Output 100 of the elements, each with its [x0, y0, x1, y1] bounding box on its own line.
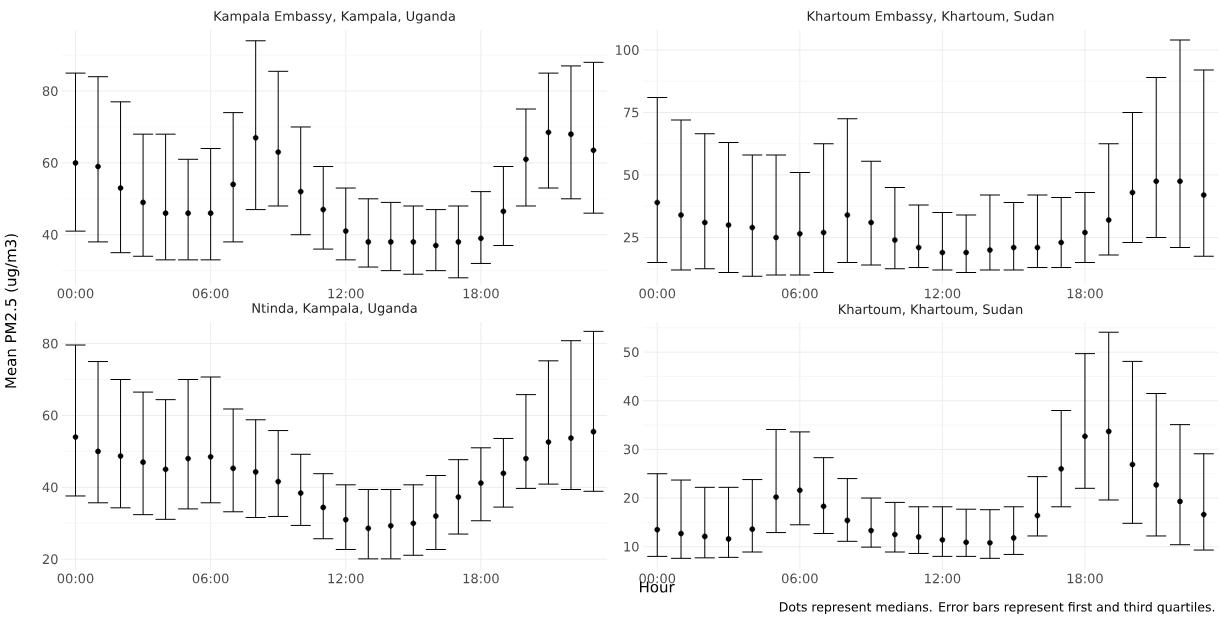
point [568, 131, 574, 137]
point [654, 199, 661, 206]
point [162, 466, 169, 473]
y-tick-label: 20 [42, 554, 58, 565]
point [868, 527, 874, 534]
point [892, 237, 898, 243]
point [963, 249, 969, 256]
x-tick-label: 06:00 [781, 573, 818, 584]
point [207, 210, 214, 216]
point [820, 229, 827, 236]
point [590, 428, 597, 435]
point [892, 531, 898, 538]
point [1153, 178, 1160, 185]
y-tick-label: 25 [623, 232, 639, 243]
x-tick-label: 18:00 [1067, 288, 1103, 299]
point [342, 228, 349, 234]
point [868, 219, 874, 226]
point [252, 469, 259, 475]
point [590, 147, 597, 154]
point [678, 212, 684, 218]
point [140, 459, 146, 465]
point [500, 208, 507, 215]
point [252, 134, 259, 141]
x-tick-label: 06:00 [781, 288, 818, 299]
point [410, 239, 417, 245]
point [1034, 244, 1041, 251]
point [1200, 192, 1207, 198]
point [797, 487, 803, 494]
x-tick-label: 12:00 [925, 573, 961, 584]
point [1058, 466, 1064, 472]
point [1105, 217, 1112, 223]
x-tick-label: 06:00 [192, 573, 229, 584]
point [342, 516, 349, 523]
point [1082, 433, 1088, 440]
x-tick-label: 12:00 [328, 573, 364, 584]
point [275, 149, 281, 155]
y-tick-label: 75 [624, 107, 639, 118]
point [844, 517, 851, 524]
point [388, 522, 394, 529]
point [455, 239, 462, 245]
point [478, 235, 484, 242]
point [749, 224, 756, 231]
y-tick-label: 40 [623, 395, 639, 406]
point [1177, 498, 1183, 505]
point [701, 533, 708, 540]
chart-title: Kampala Embassy, Kampala, Uganda [214, 10, 455, 24]
point [433, 242, 439, 249]
point [388, 239, 394, 245]
point [185, 455, 191, 462]
y-tick-label: 20 [623, 493, 639, 503]
point [1010, 535, 1017, 541]
point [939, 249, 946, 256]
point [275, 478, 281, 485]
point [987, 539, 993, 546]
y-tick-label: 50 [623, 170, 639, 180]
point [455, 494, 462, 500]
point [72, 434, 79, 440]
point [915, 534, 922, 540]
point [545, 439, 552, 445]
point [320, 504, 327, 511]
point [1010, 244, 1017, 251]
point [654, 526, 661, 533]
x-tick-label: 18:00 [463, 573, 499, 584]
point [230, 181, 236, 188]
point [939, 537, 946, 543]
point [433, 513, 439, 519]
point [1129, 461, 1136, 468]
point [1177, 178, 1183, 185]
point [1082, 229, 1088, 236]
point [773, 494, 779, 500]
point [365, 239, 372, 245]
y-tick-label: 50 [623, 347, 639, 358]
y-tick-label: 80 [42, 86, 58, 96]
point [523, 156, 529, 163]
point [320, 206, 327, 213]
point [963, 539, 969, 546]
y-tick-label: 100 [616, 45, 639, 55]
x-tick-label: 18:00 [1067, 573, 1103, 584]
point [1153, 482, 1160, 488]
y-tick-label: 80 [42, 338, 58, 349]
point [701, 219, 708, 226]
point [568, 435, 574, 441]
point [797, 230, 803, 237]
point [95, 448, 101, 455]
y-tick-label: 10 [624, 541, 639, 552]
point [117, 453, 124, 459]
y-tick-label: 40 [42, 482, 58, 493]
chart-title: Khartoum, Khartoum, Sudan [839, 304, 1023, 316]
chart-title: Ntinda, Kampala, Uganda [252, 302, 417, 316]
point [140, 199, 146, 206]
point [1200, 511, 1207, 518]
x-tick-label: 12:00 [925, 288, 961, 299]
point [297, 490, 304, 496]
point [410, 520, 417, 527]
point [749, 526, 756, 532]
y-tick-label: 40 [42, 229, 58, 240]
point [820, 503, 827, 510]
point [725, 536, 732, 542]
point [773, 234, 779, 241]
point [297, 188, 304, 195]
